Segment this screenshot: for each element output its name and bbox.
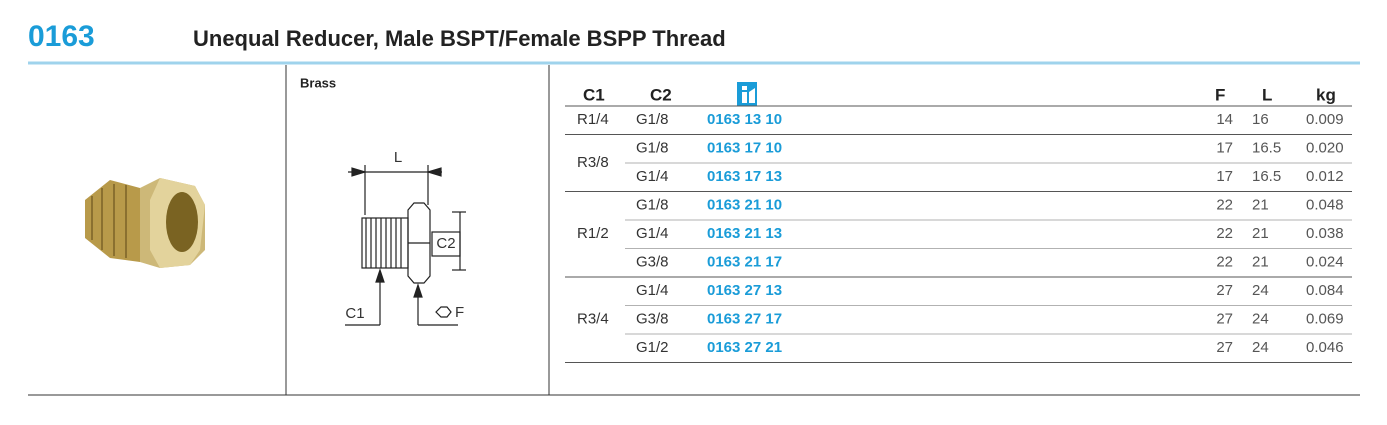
col-header: C2 xyxy=(650,85,672,104)
cell-c2: G1/4 xyxy=(636,168,669,185)
cell-kg: 0.046 xyxy=(1306,339,1344,356)
col-header: kg xyxy=(1316,85,1336,104)
cell-c1: R1/4 xyxy=(577,111,609,128)
cell-code: 0163 27 21 xyxy=(707,339,782,356)
cell-l: 24 xyxy=(1252,311,1269,328)
cell-f: 17 xyxy=(1216,140,1233,157)
product-code: 0163 xyxy=(28,20,95,53)
product-photo xyxy=(85,178,205,268)
cell-l: 21 xyxy=(1252,197,1269,214)
col-header: F xyxy=(1215,85,1225,104)
col-header: L xyxy=(1262,85,1272,104)
cell-f: 27 xyxy=(1216,339,1233,356)
cell-code: 0163 17 10 xyxy=(707,140,782,157)
col-header: C1 xyxy=(583,85,605,104)
cell-f: 27 xyxy=(1216,282,1233,299)
cell-l: 16 xyxy=(1252,111,1269,128)
cell-c2: G1/8 xyxy=(636,111,669,128)
cell-c2: G1/2 xyxy=(636,339,669,356)
cell-c2: G1/8 xyxy=(636,140,669,157)
dim-label: C1 xyxy=(345,305,364,322)
cell-code: 0163 21 17 xyxy=(707,254,782,271)
cell-f: 22 xyxy=(1216,225,1233,242)
cell-c1: R3/4 xyxy=(577,311,609,328)
cell-l: 16.5 xyxy=(1252,168,1281,185)
cell-code: 0163 17 13 xyxy=(707,168,782,185)
cell-code: 0163 21 10 xyxy=(707,197,782,214)
cell-kg: 0.038 xyxy=(1306,225,1344,242)
cell-l: 24 xyxy=(1252,282,1269,299)
cell-f: 22 xyxy=(1216,254,1233,271)
cell-f: 22 xyxy=(1216,197,1233,214)
cell-c2: G1/4 xyxy=(636,225,669,242)
cell-l: 21 xyxy=(1252,254,1269,271)
dim-label: F xyxy=(455,304,464,321)
product-title: Unequal Reducer, Male BSPT/Female BSPP T… xyxy=(193,26,726,51)
cell-f: 27 xyxy=(1216,311,1233,328)
cell-code: 0163 21 13 xyxy=(707,225,782,242)
cell-f: 14 xyxy=(1216,111,1233,128)
cell-kg: 0.069 xyxy=(1306,311,1344,328)
dim-label: L xyxy=(394,149,402,166)
cell-kg: 0.024 xyxy=(1306,254,1344,271)
cell-kg: 0.020 xyxy=(1306,140,1344,157)
cell-f: 17 xyxy=(1216,168,1233,185)
cell-c1: R3/8 xyxy=(577,154,609,171)
cell-c2: G1/8 xyxy=(636,197,669,214)
cell-kg: 0.009 xyxy=(1306,111,1344,128)
cell-kg: 0.048 xyxy=(1306,197,1344,214)
dim-label: C2 xyxy=(436,235,455,252)
cell-kg: 0.012 xyxy=(1306,168,1344,185)
cell-kg: 0.084 xyxy=(1306,282,1344,299)
cell-code: 0163 27 17 xyxy=(707,311,782,328)
cell-c1: R1/2 xyxy=(577,225,609,242)
code-icon xyxy=(737,82,757,106)
cell-c2: G3/8 xyxy=(636,254,669,271)
cell-c2: G3/8 xyxy=(636,311,669,328)
cell-l: 16.5 xyxy=(1252,140,1281,157)
cell-l: 24 xyxy=(1252,339,1269,356)
cell-code: 0163 13 10 xyxy=(707,111,782,128)
cell-code: 0163 27 13 xyxy=(707,282,782,299)
cell-c2: G1/4 xyxy=(636,282,669,299)
dimension-drawing xyxy=(345,165,466,326)
cell-l: 21 xyxy=(1252,225,1269,242)
material: Brass xyxy=(300,75,336,90)
